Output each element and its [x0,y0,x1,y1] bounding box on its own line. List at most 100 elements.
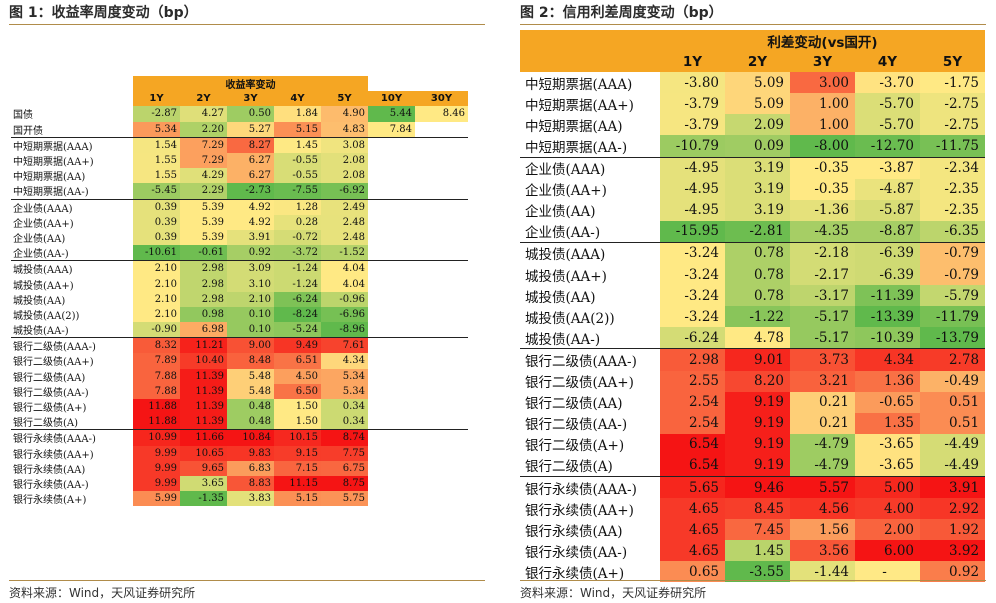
table-row: 银行永续债(A+) 0.65 -3.55 -1.44-0.92 [520,561,986,583]
value-cell: -6.92 [321,183,368,199]
blank-cell [415,215,468,230]
value-cell: -3.79 [660,93,725,115]
blank-cell [368,446,415,461]
value-cell: 6.54 [660,433,725,455]
table-row: 银行永续债(AA) 9.99 9.65 6.83 7.15 6.75 [11,460,468,476]
row-label: 银行永续债(AA) [13,464,86,476]
value-cell: 5.34 [321,383,368,399]
row-label: 企业债(AA+) [13,218,74,230]
value-cell: -3.65 [855,454,920,477]
value-cell: 11.39 [180,368,227,384]
value-cell: 1.45 [725,540,790,562]
table-row: 银行二级债(AA-) 2.54 9.19 0.21 1.35 0.51 [520,412,986,434]
column-header-3y: 3Y [227,91,274,107]
value-cell: -11.75 [920,135,986,158]
value-cell: -8.87 [855,220,920,243]
value-cell: 2.98 [660,348,725,371]
value-cell: -0.90 [133,322,180,338]
row-label: 企业债(AA) [13,233,66,245]
table-row: 企业债(AA+) -4.95 3.19 -0.35 -4.87 -2.35 [520,178,986,200]
value-cell: 0.21 [790,412,855,434]
table-row: 银行永续债(AA) 4.65 7.45 1.56 2.00 1.92 [520,519,986,541]
row-label: 城投债(AA) [13,295,66,307]
value-cell: -5.17 [790,306,855,328]
value-cell: 2.08 [321,152,368,169]
column-header-2y: 2Y [725,51,790,73]
row-label: 城投债(AA+) [525,268,607,285]
value-cell: 11.39 [180,383,227,399]
table-row: 城投债(AAA) 2.10 2.98 3.09 -1.24 4.04 [11,260,468,277]
table-row: 企业债(AA+) 0.39 5.39 4.92 0.28 2.48 [11,214,468,230]
value-cell: 3.08 [321,136,368,153]
blank-cell [368,429,415,446]
table-row: 中短期票据(AAA) 1.54 7.29 8.27 1.45 3.08 [11,136,468,153]
value-cell: 9.00 [227,337,274,354]
value-cell: 1.92 [920,519,986,541]
column-header-1y: 1Y [133,91,180,107]
blank-cell [368,183,415,199]
row-label: 中短期票据(AA-) [525,140,628,157]
table-row: 银行二级债(A+) 11.88 11.39 0.48 1.50 0.34 [11,398,468,415]
value-cell: -5.24 [274,322,321,338]
value-cell: 4.50 [274,368,321,384]
value-cell: 8.46 [415,106,468,122]
table-row: 城投债(AA+) -3.24 0.78 -2.17 -6.39 -0.79 [520,264,986,286]
left-figure-title: 图 1：收益率周度变动（bp） [9,5,198,21]
row-label: 银行永续债(AA) [525,523,623,540]
value-cell: -8.96 [321,322,368,338]
right-figure-title: 图 2：信用利差周度变动（bp） [520,5,723,21]
value-cell: -4.95 [660,156,725,179]
value-cell: -2.34 [920,156,986,179]
row-label: 企业债(AAA) [11,198,133,215]
value-cell: 0.78 [725,241,790,265]
value-cell: -1.24 [274,260,321,277]
row-label: 银行永续债(A+) [525,565,625,582]
value-cell: 10.99 [133,429,180,446]
value-cell: 5.39 [180,229,227,246]
value-cell: 3.91 [227,229,274,246]
value-cell: 1.54 [133,136,180,153]
blank-cell [415,337,468,354]
value-cell: 6.50 [274,383,321,399]
value-cell: 10.65 [180,445,227,461]
header-corner-cell [11,91,133,106]
value-cell: 0.98 [180,306,227,322]
value-cell: 2.54 [660,391,725,413]
value-cell: 7.84 [368,121,415,138]
value-cell: 9.49 [274,337,321,354]
left-source-note: 资料来源：Wind，天风证券研究所 [9,586,196,600]
row-label: 银行二级债(AA) [525,396,623,413]
value-cell: 11.39 [180,398,227,415]
value-cell: -3.55 [725,561,790,583]
left-table-body: 收益率变动 1Y 2Y 3Y 4Y 5Y 10Y 30Y 国债 -2.87 4.27 0.50 1.84… [11,76,468,507]
value-cell: 9.46 [725,475,790,499]
value-cell: 8.74 [321,429,368,446]
right-source-note: 资料来源：Wind，天风证券研究所 [520,586,707,600]
blank-cell [368,307,415,322]
blank-cell [368,353,415,368]
column-header-10y: 10Y [368,91,415,107]
table-row: 银行二级债(AA) 7.88 11.39 5.48 4.50 5.34 [11,368,468,384]
row-label: 银行二级债(AAA-) [11,337,133,354]
value-cell: -0.35 [790,156,855,179]
column-header-2y: 2Y [180,91,227,107]
value-cell: -11.39 [855,285,920,307]
table-row: 银行二级债(AA-) 7.88 11.39 5.48 6.50 5.34 [11,383,468,399]
value-cell: 3.83 [227,491,274,507]
value-cell: 7.88 [133,368,180,384]
value-cell: 8.32 [133,337,180,354]
value-cell: 2.48 [321,229,368,246]
value-cell: 6.27 [227,152,274,169]
blank-cell [415,245,468,261]
header-filler-cell [368,76,468,91]
row-label: 银行二级债(AA+) [525,375,634,392]
blank-cell [368,153,415,168]
value-cell: 1.55 [133,152,180,169]
row-label: 国开债 [13,125,43,137]
value-cell: -3.24 [660,264,725,286]
blank-cell [415,491,468,506]
value-cell: 7.45 [725,519,790,541]
value-cell: -4.35 [790,220,855,243]
blank-cell [368,260,415,277]
row-label: 企业债(AA+) [525,183,607,200]
